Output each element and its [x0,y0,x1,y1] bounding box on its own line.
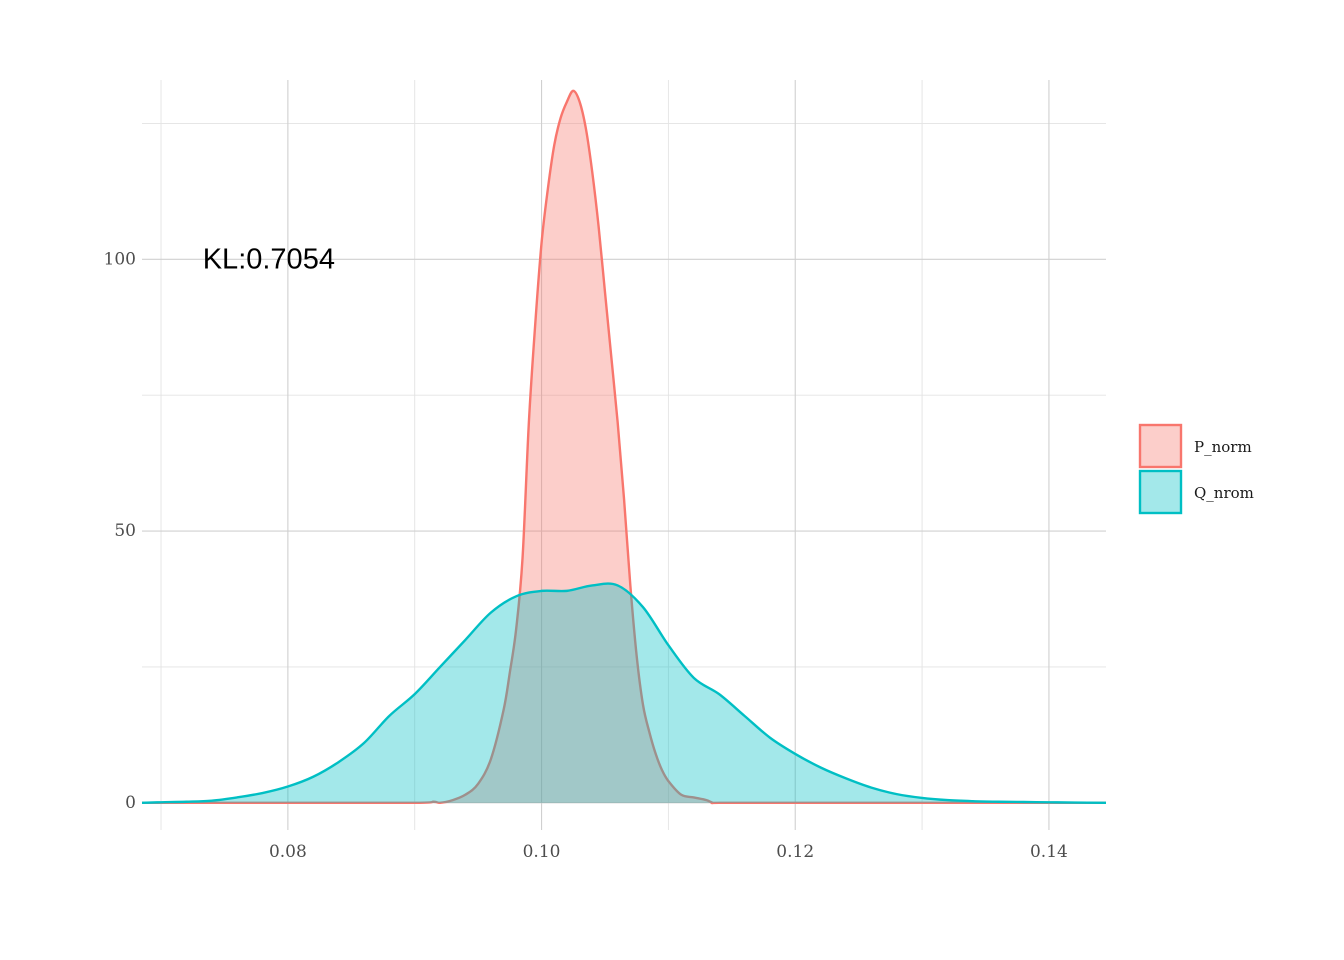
density-line-p-norm [142,89,1106,805]
x-tick-label: 0.12 [776,842,814,862]
legend-item: Q_nrom [1138,469,1254,515]
y-axis-tick-labels: 0 50 100 [104,249,136,812]
density-fill-q-nrom [142,583,1106,803]
x-tick-label: 0.08 [269,842,307,862]
density-areas [141,89,1107,805]
y-tick-label: 50 [114,521,136,541]
grid-lines [142,80,1106,830]
density-fill-p-norm [142,90,1106,804]
legend-item: P_norm [1138,423,1252,469]
legend-label: P_norm [1194,438,1252,456]
x-axis-tick-labels: 0.08 0.10 0.12 0.14 [269,842,1068,862]
legend-swatch [1138,469,1183,515]
legend: P_norm Q_nrom [1138,423,1254,515]
y-tick-label: 0 [125,793,136,813]
legend-swatch [1138,423,1183,469]
y-tick-label: 100 [104,249,136,269]
kl-annotation: KL:0.7054 [203,243,335,275]
x-tick-label: 0.10 [523,842,561,862]
x-tick-label: 0.14 [1030,842,1068,862]
legend-label: Q_nrom [1194,484,1254,502]
density-line-q-nrom [141,582,1107,805]
